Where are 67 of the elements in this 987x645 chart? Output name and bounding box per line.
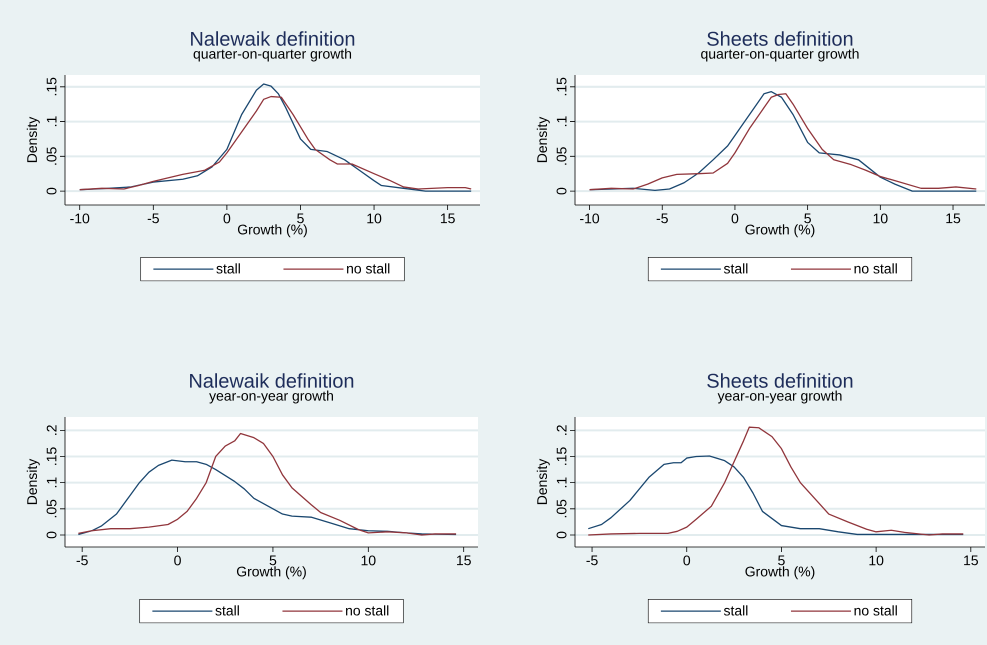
legend-label: stall [724,605,748,616]
y-axis-title: Density [26,458,40,504]
y-tick-label: 0 [556,188,566,194]
y-tick-label: .1 [46,478,56,488]
chart-subtitle: year-on-year growth [718,390,842,404]
y-tick-label: .05 [46,500,56,518]
x-tick-label: 0 [732,214,738,224]
x-tick-label: 0 [683,556,690,566]
x-axis-title: Growth (%) [238,224,307,238]
x-axis-title: Growth (%) [745,566,814,580]
y-tick-label: .15 [46,78,56,96]
y-tick-label: 0 [46,532,56,538]
line-series [78,460,457,536]
y-axis-title: Density [26,116,40,162]
x-tick-label: 15 [964,556,978,566]
legend-label: no stall [346,605,388,616]
y-tick-label: .2 [46,425,56,435]
y-tick-label: .15 [46,447,56,465]
x-tick-label: 15 [440,214,455,224]
x-tick-label: 10 [367,214,382,224]
y-tick-label: .1 [556,116,566,126]
x-tick-label: -5 [148,214,159,224]
x-tick-label: 10 [362,556,376,566]
legend-label: stall [216,263,240,274]
x-tick-label: 10 [874,214,888,224]
x-tick-label: -5 [586,556,598,566]
x-tick-label: 15 [457,556,471,566]
x-tick-label: 5 [804,214,811,224]
y-tick-label: .05 [556,500,566,518]
legend-label: stall [724,263,748,274]
y-tick-label: .1 [46,116,56,126]
y-tick-label: .2 [556,425,566,435]
x-tick-label: 0 [174,556,181,566]
y-tick-label: .15 [556,447,566,465]
chart-subtitle: quarter-on-quarter growth [194,48,352,62]
y-axis-title: Density [536,458,550,504]
y-tick-label: 0 [46,188,56,194]
legend-label: no stall [347,263,390,274]
line-series [78,432,457,536]
legend-label: no stall [854,263,897,274]
y-axis-title: Density [536,116,550,162]
line-series [588,455,964,536]
legend-label: stall [215,605,239,616]
x-axis-title: Growth (%) [745,224,814,238]
x-tick-label: 15 [946,214,960,224]
chart-title: Nalewaik definition [191,31,354,46]
chart-title: Sheets definition [707,373,852,388]
y-tick-label: 0 [556,532,566,538]
x-tick-label: 10 [869,556,884,566]
x-tick-label: -5 [76,556,88,566]
x-tick-label: 5 [778,556,785,566]
chart-subtitle: quarter-on-quarter growth [701,48,859,62]
y-tick-label: .05 [46,147,56,165]
x-tick-label: 5 [270,556,276,566]
legend-label: no stall [854,605,897,616]
chart-title: Sheets definition [707,31,852,46]
y-tick-label: .1 [556,478,566,488]
chart-subtitle: year-on-year growth [209,390,333,404]
x-tick-label: -10 [70,214,90,224]
x-tick-label: 5 [297,214,304,224]
y-tick-label: .05 [556,147,566,165]
x-tick-label: -10 [580,214,600,224]
x-axis-title: Growth (%) [236,566,306,580]
x-tick-label: 0 [224,214,230,224]
chart-title: Nalewaik definition [190,373,354,388]
x-tick-label: -5 [656,214,668,224]
y-tick-label: .15 [556,78,566,96]
